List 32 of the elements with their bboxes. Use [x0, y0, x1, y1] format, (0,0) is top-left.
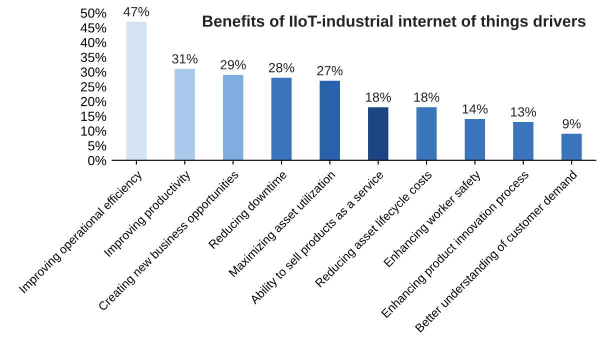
data-label: 18% — [414, 92, 440, 102]
data-label: 13% — [511, 107, 536, 117]
bar — [561, 134, 582, 160]
data-label: 27% — [317, 66, 343, 76]
bar — [416, 107, 437, 160]
bar — [126, 22, 147, 160]
chart-title: Benefits of IIoT-industrial internet of things drivers — [202, 15, 586, 30]
bar — [271, 78, 292, 160]
bar — [222, 74, 244, 160]
data-label: 18% — [366, 92, 391, 102]
y-tick-label: 25% — [80, 82, 106, 92]
y-tick-label: 50% — [80, 8, 106, 18]
data-label: 28% — [268, 63, 294, 72]
y-tick-label: 35% — [80, 52, 106, 62]
bar — [513, 122, 534, 160]
y-tick-label: 15% — [81, 112, 106, 122]
bar — [368, 107, 388, 160]
bar — [174, 68, 195, 160]
bar — [320, 80, 340, 160]
data-label: 47% — [124, 7, 150, 16]
data-label: 14% — [462, 104, 488, 114]
y-tick-label: 40% — [80, 38, 106, 48]
y-tick-label: 10% — [81, 126, 106, 136]
y-tick-label: 20% — [80, 96, 106, 106]
y-tick-label: 30% — [80, 67, 106, 77]
data-label: 29% — [220, 60, 246, 70]
data-label: 31% — [172, 54, 198, 64]
y-tick-label: 0% — [88, 156, 106, 166]
y-tick-label: 45% — [80, 23, 106, 33]
data-label: 9% — [562, 119, 581, 128]
y-tick-label: 5% — [88, 141, 106, 151]
bar — [464, 119, 486, 160]
